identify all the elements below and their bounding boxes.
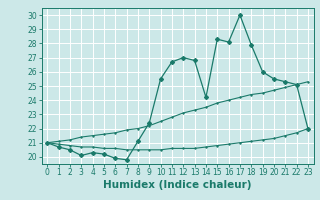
X-axis label: Humidex (Indice chaleur): Humidex (Indice chaleur) (103, 180, 252, 190)
